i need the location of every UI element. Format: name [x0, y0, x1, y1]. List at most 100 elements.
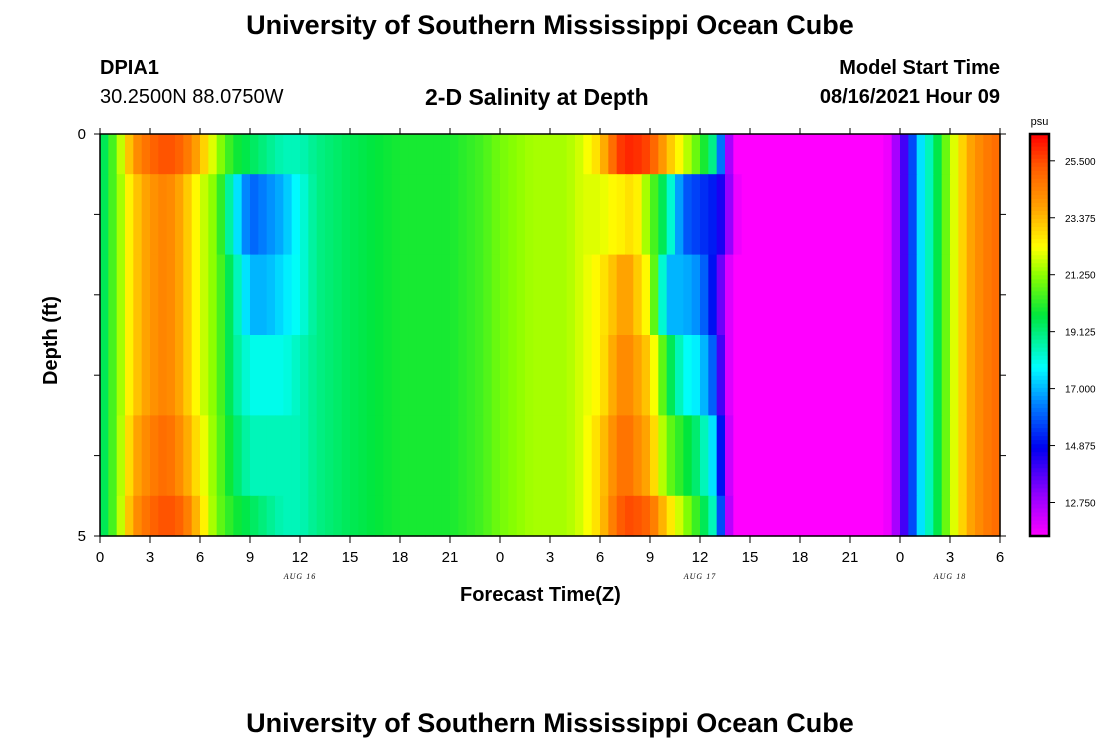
heatmap-cell [858, 335, 868, 416]
heatmap-cell [766, 134, 776, 175]
heatmap-cell [525, 335, 534, 416]
heatmap-cell [875, 134, 884, 175]
heatmap-cell [883, 335, 893, 416]
heatmap-cell [308, 415, 318, 497]
heatmap-cell [200, 134, 209, 175]
heatmap-cell [133, 335, 143, 416]
heatmap-cell [133, 254, 143, 336]
heatmap-cell [333, 335, 343, 416]
heatmap-cell [391, 335, 401, 416]
heatmap-cell [866, 335, 876, 416]
heatmap-cell [633, 335, 643, 416]
heatmap-cell [316, 415, 326, 497]
colorbar-segment [1030, 150, 1049, 155]
heatmap-cell [916, 495, 926, 537]
heatmap-cell [975, 174, 984, 256]
heatmap-cell [716, 335, 726, 416]
heatmap-cell [458, 415, 468, 497]
heatmap-cell [558, 415, 568, 497]
heatmap-cell [958, 174, 968, 256]
x-tick-label: 18 [792, 549, 809, 566]
heatmap-cell [283, 335, 293, 416]
heatmap-cell [241, 415, 251, 497]
heatmap-cell [925, 415, 934, 497]
heatmap-cell [125, 495, 134, 537]
heatmap-cell [566, 495, 576, 537]
heatmap-cell [866, 254, 876, 336]
x-tick-label: 3 [146, 549, 154, 566]
heatmap-cell [891, 335, 901, 416]
colorbar-segment [1030, 503, 1049, 509]
x-axis-label: Forecast Time(Z) [460, 584, 621, 606]
heatmap-cell [650, 254, 659, 336]
heatmap-cell [500, 415, 509, 497]
heatmap-cell [783, 254, 793, 336]
heatmap-cell [566, 415, 576, 497]
colorbar-segment [1030, 407, 1049, 412]
heatmap-cell [466, 335, 476, 416]
heatmap-cell [141, 495, 151, 537]
heatmap-cell [733, 174, 743, 256]
heatmap-cell [150, 335, 159, 416]
heatmap-cell [800, 174, 809, 256]
colorbar-segment [1030, 274, 1049, 280]
heatmap-cell [775, 335, 784, 416]
colorbar-segment [1030, 154, 1049, 159]
colorbar-segment [1030, 467, 1049, 473]
heatmap-cell [341, 495, 351, 537]
heatmap-cell [558, 254, 568, 336]
heatmap-cell [383, 415, 393, 497]
heatmap-cell [608, 254, 618, 336]
heatmap-cell [666, 495, 676, 537]
heatmap-cell [941, 335, 951, 416]
colorbar-unit: psu [1031, 116, 1049, 128]
heatmap-cell [483, 134, 493, 175]
heatmap-cell [883, 415, 893, 497]
colorbar-segment [1030, 330, 1049, 336]
heatmap-cell [166, 174, 176, 256]
heatmap-cell [391, 415, 401, 497]
heatmap-cell [975, 335, 984, 416]
heatmap-cell [491, 495, 501, 537]
heatmap-cell [183, 415, 193, 497]
heatmap-cell [658, 335, 668, 416]
heatmap-cell [116, 495, 126, 537]
heatmap-cell [275, 335, 284, 416]
heatmap-cell [633, 495, 643, 537]
heatmap-cell [908, 495, 918, 537]
heatmap-cell [708, 134, 718, 175]
colorbar-label: 17.000 [1065, 385, 1096, 396]
heatmap-cell [591, 174, 601, 256]
x-tick-label: 3 [546, 549, 554, 566]
colorbar-segment [1030, 347, 1049, 352]
heatmap-cell [400, 335, 409, 416]
heatmap-cell [125, 335, 134, 416]
date-label: AUG 18 [933, 572, 966, 581]
heatmap-cell [675, 254, 684, 336]
heatmap-cell [391, 174, 401, 256]
heatmap-cell [100, 415, 109, 497]
colorbar-segment [1030, 375, 1049, 380]
colorbar-segment [1030, 495, 1049, 501]
heatmap-cell [875, 254, 884, 336]
heatmap-cell [183, 254, 193, 336]
heatmap-cell [383, 254, 393, 336]
heatmap-cell [800, 495, 809, 537]
heatmap-cell [575, 174, 584, 256]
heatmap-cell [725, 254, 734, 336]
colorbar-segment [1030, 355, 1049, 360]
heatmap-cell [708, 335, 718, 416]
heatmap-cell [700, 174, 709, 256]
x-tick-label: 9 [246, 549, 254, 566]
heatmap-cell [700, 134, 709, 175]
colorbar-segment [1030, 162, 1049, 167]
heatmap-cell [641, 254, 651, 336]
heatmap-cell [641, 415, 651, 497]
heatmap-cell [391, 254, 401, 336]
heatmap-cell [691, 335, 701, 416]
heatmap-cell [716, 174, 726, 256]
x-tick-label: 6 [596, 549, 604, 566]
colorbar-segment [1030, 383, 1049, 388]
heatmap-cell [500, 495, 509, 537]
heatmap-cell [866, 415, 876, 497]
